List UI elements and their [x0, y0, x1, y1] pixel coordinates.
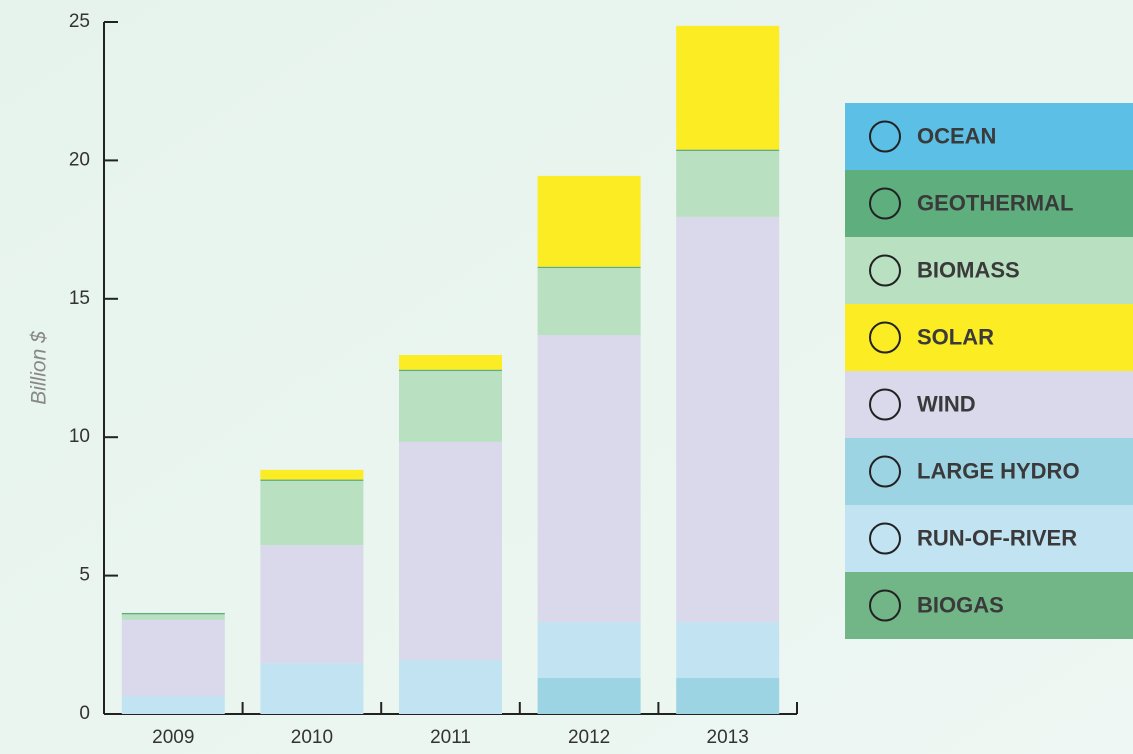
legend-swatch — [845, 371, 1133, 438]
legend-swatch — [845, 103, 1133, 170]
bar-segment — [260, 663, 364, 714]
x-tick-label: 2009 — [152, 727, 194, 748]
bar-segment — [399, 441, 502, 661]
bar-segment — [676, 216, 780, 623]
legend-swatch — [845, 237, 1133, 304]
bar-segment — [537, 175, 641, 267]
legend-swatch — [845, 505, 1133, 572]
legend-icon — [869, 254, 901, 287]
bar-segment — [537, 266, 641, 269]
legend-label: GEOTHERMAL — [917, 190, 1073, 215]
bar-segment — [121, 696, 225, 714]
bar-segment — [399, 369, 502, 372]
legend-swatch — [845, 438, 1133, 505]
y-tick-label: 5 — [79, 565, 90, 586]
x-tick-label: 2010 — [291, 727, 333, 748]
y-tick-label: 0 — [79, 703, 90, 724]
bar-segment — [260, 469, 364, 480]
legend-label: SOLAR — [917, 324, 994, 349]
legend-icon — [869, 455, 901, 488]
bar-segment — [260, 480, 364, 546]
legend-swatch — [845, 572, 1133, 639]
bar-segment — [537, 335, 641, 623]
legend-icon — [869, 522, 901, 555]
bar-segment — [676, 25, 780, 150]
bar-segment — [399, 371, 502, 442]
x-tick-label: 2012 — [568, 727, 610, 748]
bar-segment — [260, 545, 364, 664]
legend-item: BIOGAS — [845, 572, 1133, 639]
bar-segment — [537, 678, 641, 714]
legend-icon — [869, 388, 901, 421]
bar-segment — [121, 614, 225, 620]
legend-item: WIND — [845, 371, 1133, 438]
legend-icon — [869, 120, 901, 153]
bar-segment — [121, 612, 225, 615]
bar-segment — [260, 479, 364, 481]
legend-label: BIOMASS — [917, 257, 1020, 282]
bar-segment — [676, 150, 780, 217]
legend-item: GEOTHERMAL — [845, 170, 1133, 237]
legend-item: BIOMASS — [845, 237, 1133, 304]
bar-segment — [399, 354, 502, 370]
y-tick-label: 20 — [69, 149, 90, 170]
y-tick-label: 10 — [69, 426, 90, 447]
legend-icon — [869, 589, 901, 622]
bar-segment — [676, 678, 780, 714]
x-tick-label: 2013 — [707, 727, 749, 748]
bar-segment — [399, 660, 502, 714]
legend-swatch — [845, 304, 1133, 371]
legend-label: RUN-OF-RIVER — [917, 525, 1077, 550]
legend-label: OCEAN — [917, 123, 996, 148]
legend-item: LARGE HYDRO — [845, 438, 1133, 505]
bar-segment — [537, 622, 641, 679]
legend-label: WIND — [917, 391, 976, 416]
y-tick-label: 15 — [69, 288, 90, 309]
x-tick-label: 2011 — [430, 727, 471, 748]
legend-icon — [869, 321, 901, 354]
y-axis-label: Billion $ — [28, 331, 51, 405]
bar-segment — [121, 619, 225, 697]
bar-segment — [676, 149, 780, 151]
y-tick-label: 25 — [69, 11, 90, 32]
bar-segment — [537, 268, 641, 336]
legend-item: SOLAR — [845, 304, 1133, 371]
legend-item: RUN-OF-RIVER — [845, 505, 1133, 572]
legend-item: OCEAN — [845, 103, 1133, 170]
legend-swatch — [845, 170, 1133, 237]
legend-label: LARGE HYDRO — [917, 458, 1080, 483]
legend-icon — [869, 187, 901, 220]
legend-label: BIOGAS — [917, 592, 1004, 617]
bar-segment — [676, 622, 780, 679]
